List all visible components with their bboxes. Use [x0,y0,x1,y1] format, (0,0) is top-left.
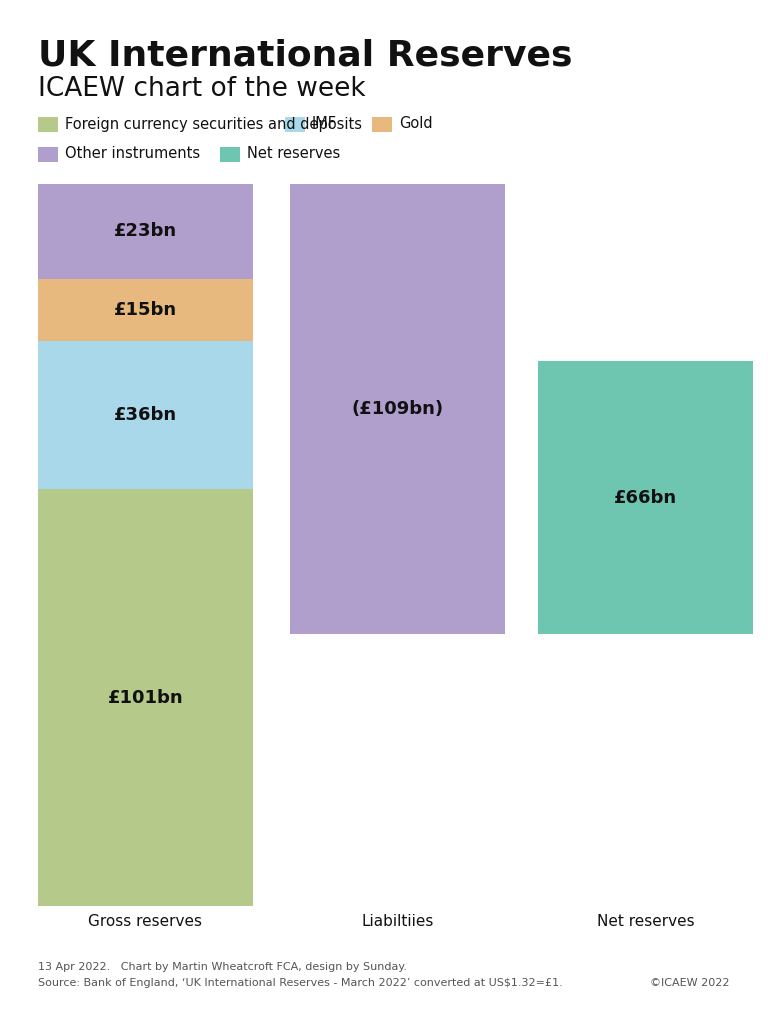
Text: ICAEW chart of the week: ICAEW chart of the week [38,76,366,102]
Text: £23bn: £23bn [114,222,177,241]
Text: UK International Reserves: UK International Reserves [38,39,572,73]
Text: Other instruments: Other instruments [65,146,200,162]
Bar [38,184,253,279]
Text: £15bn: £15bn [114,301,177,318]
Text: £36bn: £36bn [114,407,177,424]
Bar [285,117,305,131]
Bar [538,361,753,634]
Bar [38,117,58,131]
Text: Foreign currency securities and deposits: Foreign currency securities and deposits [65,117,362,131]
Text: 13 Apr 2022.   Chart by Martin Wheatcroft FCA, design by Sunday.: 13 Apr 2022. Chart by Martin Wheatcroft … [38,962,407,972]
Text: Liabiltiies: Liabiltiies [361,914,434,929]
Bar [38,489,253,906]
Bar [220,146,240,162]
Text: ©ICAEW 2022: ©ICAEW 2022 [650,978,730,988]
Text: Source: Bank of England, ‘UK International Reserves - March 2022’ converted at U: Source: Bank of England, ‘UK Internation… [38,978,563,988]
Bar [38,279,253,341]
Text: £101bn: £101bn [108,689,184,707]
Bar [38,341,253,489]
Text: Gold: Gold [399,117,432,131]
Bar [290,184,505,634]
Bar [372,117,392,131]
Text: £66bn: £66bn [614,488,677,507]
Text: IMF: IMF [312,117,337,131]
Text: Net reserves: Net reserves [597,914,694,929]
Text: Gross reserves: Gross reserves [88,914,203,929]
Text: (£109bn): (£109bn) [352,399,444,418]
Bar [38,146,58,162]
Text: Net reserves: Net reserves [247,146,340,162]
